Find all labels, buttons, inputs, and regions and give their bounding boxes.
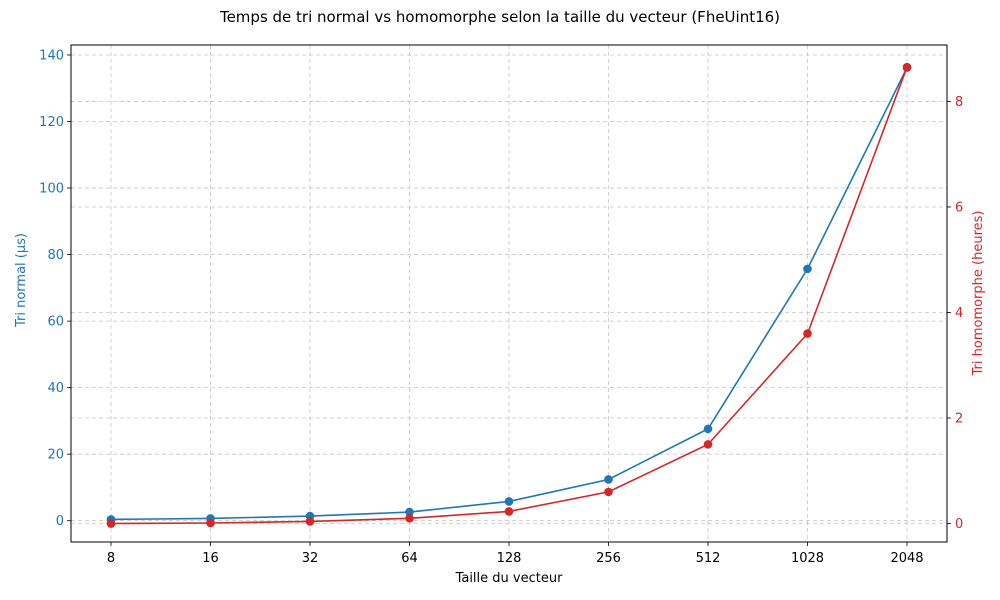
y-left-axis-label: Tri normal (µs) bbox=[14, 233, 29, 328]
x-tick-label: 1028 bbox=[791, 551, 824, 566]
data-point-normal bbox=[703, 424, 713, 434]
y-left-tick-label: 140 bbox=[39, 48, 64, 63]
data-point-homomorphic bbox=[902, 62, 912, 72]
x-tick-label: 2048 bbox=[890, 551, 923, 566]
y-left-tick-label: 100 bbox=[39, 182, 64, 197]
data-point-normal bbox=[405, 507, 414, 517]
y-left-tick-label: 0 bbox=[56, 514, 64, 529]
y-left-tick-label: 40 bbox=[47, 381, 64, 396]
data-point-normal bbox=[504, 497, 514, 506]
y-left-tick-label: 20 bbox=[47, 448, 64, 463]
x-tick-label: 512 bbox=[696, 551, 721, 566]
y-left-tick-label: 80 bbox=[47, 248, 64, 263]
y-right-tick-label: 8 bbox=[955, 95, 963, 110]
x-tick-label: 32 bbox=[302, 551, 319, 566]
data-point-homomorphic bbox=[604, 487, 613, 497]
y-right-tick-label: 4 bbox=[955, 306, 963, 321]
data-point-homomorphic bbox=[405, 513, 414, 523]
x-tick-label: 64 bbox=[401, 551, 418, 566]
x-axis-label: Taille du vecteur bbox=[455, 571, 564, 586]
y-right-tick-label: 0 bbox=[955, 517, 963, 532]
x-tick-label: 128 bbox=[497, 551, 522, 566]
y-left-tick-label: 60 bbox=[47, 315, 64, 330]
x-tick-label: 256 bbox=[596, 551, 621, 566]
x-tick-label: 16 bbox=[202, 551, 219, 566]
data-point-homomorphic bbox=[106, 519, 116, 528]
series-line-homomorphic bbox=[110, 66, 908, 525]
y-left-tick-label: 120 bbox=[39, 115, 64, 130]
data-point-homomorphic bbox=[504, 507, 514, 516]
data-point-normal bbox=[604, 475, 613, 484]
chart-title: Temps de tri normal vs homomorphe selon … bbox=[219, 8, 781, 26]
data-point-homomorphic bbox=[305, 517, 315, 526]
data-point-normal bbox=[803, 264, 812, 274]
data-point-homomorphic bbox=[803, 329, 812, 338]
plot-frame bbox=[70, 44, 948, 543]
data-point-homomorphic bbox=[703, 440, 713, 449]
x-tick-label: 8 bbox=[107, 551, 115, 566]
y-right-tick-label: 6 bbox=[955, 200, 963, 215]
y-right-tick-label: 2 bbox=[955, 412, 963, 427]
y-right-axis-label: Tri homomorphe (heures) bbox=[971, 211, 986, 377]
data-point-homomorphic bbox=[206, 518, 215, 528]
